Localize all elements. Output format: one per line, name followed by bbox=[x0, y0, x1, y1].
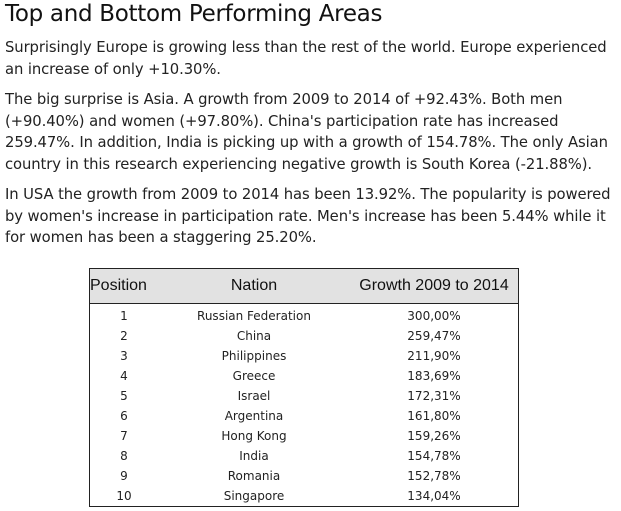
table-row: 5 Israel 172,31% bbox=[90, 386, 519, 406]
table-row: 2 China 259,47% bbox=[90, 326, 519, 346]
cell-growth: 172,31% bbox=[407, 389, 461, 403]
table-row: 9 Romania 152,78% bbox=[90, 466, 519, 486]
cell-nation: Philippines bbox=[221, 349, 287, 363]
cell-nation: Greece bbox=[232, 369, 276, 383]
cell-nation: Russian Federation bbox=[197, 309, 311, 323]
cell-growth: 159,26% bbox=[407, 429, 461, 443]
column-header-growth: Growth 2009 to 2014 bbox=[350, 268, 519, 304]
cell-nation: India bbox=[239, 449, 269, 463]
article: Top and Bottom Performing Areas Surprisi… bbox=[5, 0, 611, 249]
table-row: 6 Argentina 161,80% bbox=[90, 406, 519, 426]
table-row: 10 Singapore 134,04% bbox=[90, 486, 519, 507]
cell-position: 9 bbox=[120, 469, 128, 483]
cell-growth: 154,78% bbox=[407, 449, 461, 463]
cell-position: 1 bbox=[120, 309, 128, 323]
cell-position: 10 bbox=[116, 489, 132, 503]
cell-position: 6 bbox=[120, 409, 128, 423]
cell-growth: 211,90% bbox=[407, 349, 461, 363]
growth-table-container: Position Nation Growth 2009 to 2014 1 Ru… bbox=[89, 268, 519, 507]
growth-table: Position Nation Growth 2009 to 2014 1 Ru… bbox=[89, 268, 519, 507]
column-header-nation: Nation bbox=[158, 268, 350, 304]
paragraph-asia: The big surprise is Asia. A growth from … bbox=[5, 91, 608, 173]
cell-growth: 152,78% bbox=[407, 469, 461, 483]
cell-growth: 300,00% bbox=[407, 309, 461, 323]
cell-growth: 183,69% bbox=[407, 369, 461, 383]
table-header-row: Position Nation Growth 2009 to 2014 bbox=[89, 268, 519, 304]
cell-position: 3 bbox=[120, 349, 128, 363]
cell-nation: China bbox=[236, 329, 272, 343]
paragraph-usa: In USA the growth from 2009 to 2014 has … bbox=[5, 186, 611, 246]
column-header-position: Position bbox=[89, 268, 158, 304]
table-row: 4 Greece 183,69% bbox=[90, 366, 519, 386]
cell-position: 2 bbox=[120, 329, 128, 343]
cell-nation: Argentina bbox=[224, 409, 284, 423]
cell-growth: 134,04% bbox=[407, 489, 461, 503]
cell-nation: Romania bbox=[227, 469, 281, 483]
cell-growth: 161,80% bbox=[407, 409, 461, 423]
cell-position: 8 bbox=[120, 449, 128, 463]
page-title: Top and Bottom Performing Areas bbox=[5, 1, 383, 27]
paragraph-europe: Surprisingly Europe is growing less than… bbox=[5, 39, 607, 78]
table-row: 3 Philippines 211,90% bbox=[90, 346, 519, 366]
table-row: 7 Hong Kong 159,26% bbox=[90, 426, 519, 446]
cell-growth: 259,47% bbox=[407, 329, 461, 343]
cell-nation: Hong Kong bbox=[221, 429, 287, 443]
cell-position: 5 bbox=[120, 389, 128, 403]
cell-nation: Israel bbox=[237, 389, 271, 403]
cell-position: 4 bbox=[120, 369, 128, 383]
cell-nation: Singapore bbox=[223, 489, 285, 503]
table-row: 8 India 154,78% bbox=[90, 446, 519, 466]
cell-position: 7 bbox=[120, 429, 128, 443]
table-row: 1 Russian Federation 300,00% bbox=[90, 304, 519, 327]
